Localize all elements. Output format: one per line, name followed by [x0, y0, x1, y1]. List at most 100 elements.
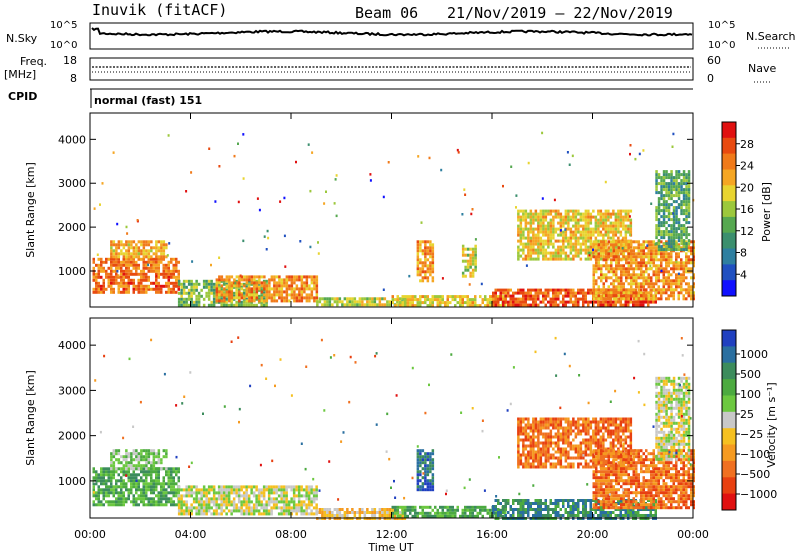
velocity-cell-r1 — [145, 455, 148, 459]
power-cell-r8 — [574, 297, 577, 301]
velocity-cell-r2 — [237, 485, 241, 489]
velocity-cell-r2 — [240, 500, 243, 504]
power-cell-r2 — [185, 279, 188, 283]
velocity-cell-r0 — [120, 494, 123, 498]
power-cell-r9 — [549, 257, 553, 261]
power-cell-r11 — [662, 230, 666, 234]
power-cell-r9 — [594, 215, 598, 219]
power-cell-r6 — [419, 243, 422, 247]
power-cell-r3 — [300, 293, 304, 297]
power-cell-r8 — [544, 294, 547, 298]
power-cell-r9 — [574, 212, 578, 216]
power-cell-r11 — [670, 197, 673, 201]
power-cell-r10 — [602, 255, 605, 259]
power-cell-r3 — [245, 293, 249, 297]
power-cell-r2 — [187, 303, 191, 307]
power-cell-r11 — [675, 176, 678, 180]
power-cell-r9 — [529, 221, 533, 225]
power-cell-r0 — [145, 260, 148, 264]
velocity-cell-r2 — [257, 488, 261, 492]
power-cell-r9 — [544, 251, 548, 255]
power-cell-r1 — [115, 246, 118, 250]
power-cell-r0 — [172, 263, 175, 267]
power-cell-r10 — [645, 279, 648, 283]
velocity-cell-r6 — [519, 511, 522, 514]
power-cell-r7 — [461, 253, 465, 257]
power-cell-r11 — [672, 185, 676, 189]
power-cell-r4 — [376, 297, 379, 301]
velocity-cell-r2 — [260, 503, 263, 507]
power-cell-r0 — [142, 263, 145, 267]
power-scatter-echo — [457, 151, 460, 154]
power-cell-r9 — [549, 239, 553, 243]
velocity-cell-r2 — [282, 503, 286, 507]
velocity-cell-r3 — [383, 514, 387, 517]
power-cell-r0 — [157, 260, 160, 264]
power-cell-r2 — [192, 282, 196, 286]
power-cell-r6 — [431, 258, 435, 262]
velocity-cell-r5 — [424, 455, 427, 459]
velocity-cell-r2 — [220, 506, 223, 510]
velocity-cell-r0 — [110, 500, 113, 504]
power-cell-r2 — [212, 303, 216, 307]
velocity-cell-r5 — [424, 473, 427, 477]
power-cell-r0 — [92, 278, 95, 282]
power-cell-r3 — [278, 296, 281, 300]
power-cell-r3 — [223, 296, 226, 300]
power-cell-r10 — [657, 297, 660, 301]
velocity-cell-r5 — [419, 464, 422, 468]
power-cell-r3 — [268, 281, 271, 285]
power-cell-r10 — [685, 288, 688, 292]
power-cell-r9 — [527, 239, 530, 243]
power-cell-r3 — [243, 284, 246, 288]
power-cell-r2 — [177, 291, 181, 295]
power-cell-r3 — [230, 290, 234, 294]
power-cell-r10 — [602, 294, 605, 298]
power-cell-r9 — [549, 227, 553, 231]
velocity-cell-r5 — [431, 458, 435, 462]
velocity-cell-r0 — [170, 503, 173, 507]
power-cell-r0 — [177, 275, 180, 279]
power-cell-r0 — [100, 290, 103, 294]
velocity-cell-r0 — [110, 503, 113, 507]
power-cell-r10 — [632, 297, 635, 301]
power-cell-r2 — [180, 291, 183, 295]
power-cell-r10 — [632, 288, 635, 292]
velocity-cell-r3 — [326, 508, 329, 511]
power-cell-r5 — [461, 295, 464, 299]
velocity-cell-r2 — [292, 506, 296, 510]
power-cell-r10 — [662, 291, 665, 295]
power-cell-r0 — [102, 278, 105, 282]
power-cell-r11 — [685, 230, 688, 234]
power-cell-r10 — [645, 255, 648, 259]
freq-tick-bottom: 8 — [70, 72, 77, 85]
velocity-cell-r2 — [285, 500, 288, 504]
power-cell-r3 — [308, 275, 311, 279]
power-cell-r8 — [619, 294, 622, 298]
velocity-cell-r2 — [245, 485, 248, 489]
power-cell-r9 — [629, 230, 633, 234]
velocity-cell-r2 — [215, 491, 218, 495]
velocity-cell-r0 — [157, 473, 160, 477]
power-cell-r2 — [200, 288, 203, 292]
power-cell-r10 — [660, 264, 663, 268]
power-cell-r10 — [597, 288, 600, 292]
power-cell-r11 — [667, 182, 671, 186]
power-cell-r6 — [424, 276, 427, 280]
power-cell-r0 — [122, 287, 125, 291]
power-cell-r6 — [421, 264, 425, 268]
power-cell-r6 — [416, 261, 420, 265]
power-cell-r11 — [685, 248, 688, 252]
velocity-cell-r0 — [152, 497, 155, 501]
power-cell-r10 — [680, 267, 683, 271]
power-cell-r11 — [662, 224, 666, 228]
velocity-cell-r6 — [562, 505, 565, 508]
velocity-cell-r0 — [170, 497, 173, 501]
power-cell-r9 — [579, 230, 583, 234]
velocity-cell-r0 — [170, 491, 173, 495]
power-scatter-echo — [125, 225, 128, 229]
velocity-cell-r0 — [140, 494, 143, 498]
velocity-cell-r2 — [295, 494, 298, 498]
velocity-cell-r2 — [227, 494, 231, 498]
power-cell-r10 — [660, 261, 663, 265]
